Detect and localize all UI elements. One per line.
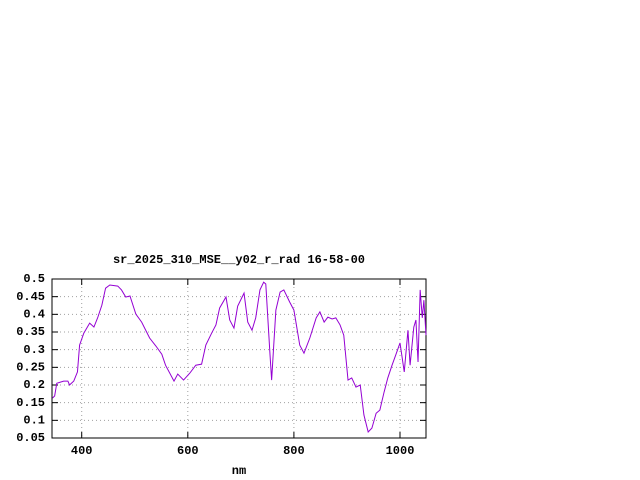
y-tick-label: 0.05 — [16, 431, 45, 445]
x-tick-label: 1000 — [386, 444, 415, 458]
x-tick-label: 400 — [71, 444, 93, 458]
x-axis-label: nm — [232, 464, 246, 478]
chart-title: sr_2025_310_MSE__y02_r_rad 16-58-00 — [113, 253, 365, 267]
data-line — [52, 281, 427, 433]
y-tick-label: 0.45 — [16, 290, 45, 304]
y-tick-label: 0.4 — [23, 308, 45, 322]
y-tick-label: 0.25 — [16, 361, 45, 375]
y-tick-label: 0.15 — [16, 396, 45, 410]
y-tick-label: 0.1 — [23, 414, 45, 428]
y-tick-label: 0.5 — [23, 272, 45, 286]
y-tick-label: 0.35 — [16, 325, 45, 339]
x-tick-label: 600 — [177, 444, 199, 458]
x-tick-label: 800 — [283, 444, 305, 458]
plot-frame — [51, 278, 427, 439]
y-tick-label: 0.2 — [23, 378, 45, 392]
y-tick-label: 0.3 — [23, 343, 45, 357]
